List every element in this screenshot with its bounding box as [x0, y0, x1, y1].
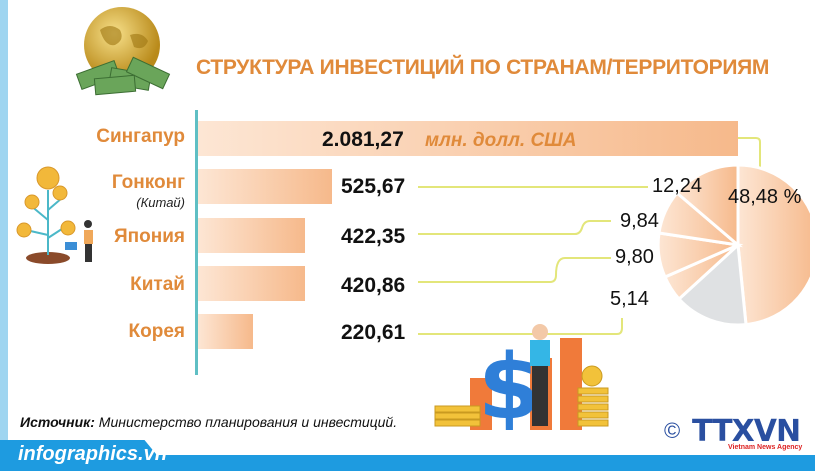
pie-label-singapore: 48,48 % — [728, 186, 802, 208]
dollar-growth-icon: $ — [434, 324, 609, 430]
footer-bar — [0, 455, 815, 471]
value-korea: 220,61 — [341, 321, 406, 344]
copyright-icon: © — [664, 418, 681, 443]
pie-label-korea: 5,14 — [610, 288, 649, 310]
bar-hongkong — [198, 169, 332, 204]
bar-axis-line — [195, 110, 198, 375]
footer-tab — [0, 440, 170, 471]
pie-label-hongkong: 12,24 — [652, 175, 703, 197]
money-tree-icon — [16, 166, 93, 264]
row-label-singapore: Сингапур — [96, 126, 185, 147]
bar-korea — [198, 314, 253, 349]
row-label-china: Китай — [130, 274, 185, 295]
agency-subtitle: Vietnam News Agency — [728, 444, 803, 451]
row-label-hongkong: Гонконг — [111, 172, 185, 193]
row-sublabel-hongkong: (Китай) — [136, 195, 185, 210]
unit-label: млн. долл. США — [425, 130, 577, 151]
pie-label-china: 9,80 — [615, 246, 654, 268]
agency-logo: TTXVN — [692, 414, 801, 449]
pie-chart — [656, 165, 810, 327]
value-china: 420,86 — [341, 274, 406, 297]
row-label-japan: Япония — [114, 226, 185, 247]
pie-label-japan: 9,84 — [620, 210, 659, 232]
left-decor-stripe — [0, 0, 8, 440]
value-singapore: 2.081,27 — [322, 128, 404, 151]
bar-singapore — [198, 121, 738, 156]
bar-japan — [198, 218, 305, 253]
source-note: Источник: Министерство планирования и ин… — [20, 414, 397, 430]
chart-title: СТРУКТУРА ИНВЕСТИЦИЙ ПО СТРАНАМ/ТЕРРИТОР… — [196, 56, 770, 79]
bar-china — [198, 266, 305, 301]
source-text: Министерство планирования и инвестиций. — [98, 414, 398, 430]
site-link[interactable]: infographics.vn — [18, 443, 167, 465]
source-label: Источник: — [20, 414, 95, 430]
globe-money-icon — [75, 7, 171, 96]
row-label-korea: Корея — [128, 321, 185, 342]
value-japan: 422,35 — [341, 225, 406, 248]
value-hongkong: 525,67 — [341, 175, 406, 198]
